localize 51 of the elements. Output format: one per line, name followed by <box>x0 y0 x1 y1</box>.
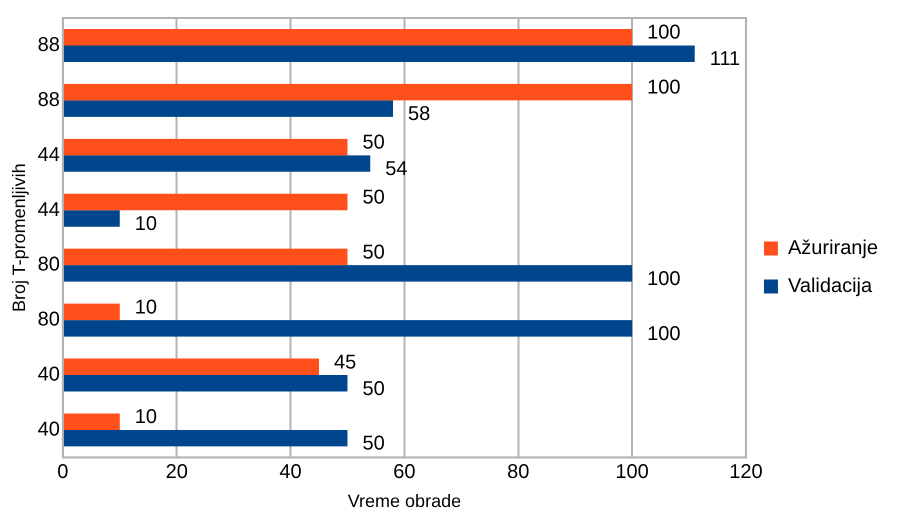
data-label: 100 <box>647 76 680 99</box>
data-label: 100 <box>647 22 680 44</box>
bar <box>64 45 695 62</box>
bar <box>64 194 348 210</box>
bar <box>64 210 120 227</box>
data-label: 50 <box>362 186 385 209</box>
bar <box>64 84 632 100</box>
bar <box>64 304 120 320</box>
data-label: 50 <box>362 432 385 455</box>
y-tick-label: 80 <box>38 254 60 276</box>
y-tick-label: 88 <box>38 88 60 111</box>
x-tick-label: 80 <box>507 460 530 483</box>
data-label: 54 <box>385 158 408 180</box>
y-axis-title: Broj T-promenljivih <box>8 163 29 312</box>
data-label: 45 <box>334 351 356 374</box>
y-tick-label: 80 <box>38 308 60 331</box>
x-tick-label: 40 <box>279 460 302 483</box>
bar <box>64 265 632 282</box>
data-label: 10 <box>134 406 158 428</box>
data-label: 100 <box>647 322 680 345</box>
x-tick-label: 100 <box>615 460 649 483</box>
data-label: 10 <box>134 296 158 318</box>
bar <box>64 430 348 446</box>
bar <box>64 320 632 337</box>
bar <box>64 248 348 266</box>
y-tick-label: 40 <box>38 418 60 440</box>
data-label: 50 <box>362 241 385 264</box>
x-tick-label: 60 <box>393 460 416 483</box>
data-label: 100 <box>647 268 680 290</box>
data-label: 10 <box>134 212 158 235</box>
x-tick-label: 20 <box>166 460 188 483</box>
data-label: 111 <box>710 48 740 70</box>
y-tick-label: 40 <box>38 364 60 386</box>
bar <box>64 138 348 156</box>
legend-label: Ažuriranje <box>788 237 878 260</box>
y-tick-label: 88 <box>38 34 60 56</box>
bar <box>64 358 320 376</box>
legend-label: Validacija <box>788 275 873 298</box>
bar <box>64 100 394 117</box>
x-axis-title: Vreme obrade <box>348 491 462 512</box>
data-label: 50 <box>362 132 385 154</box>
y-tick-label: 44 <box>38 144 60 166</box>
data-label: 58 <box>408 103 430 126</box>
x-tick-label: 120 <box>729 460 763 483</box>
bar <box>64 413 120 430</box>
bar <box>64 375 348 392</box>
data-label: 50 <box>362 378 385 400</box>
x-tick-label: 0 <box>57 460 68 483</box>
y-tick-label: 44 <box>38 198 60 221</box>
bar <box>64 155 370 172</box>
bar <box>64 28 632 46</box>
